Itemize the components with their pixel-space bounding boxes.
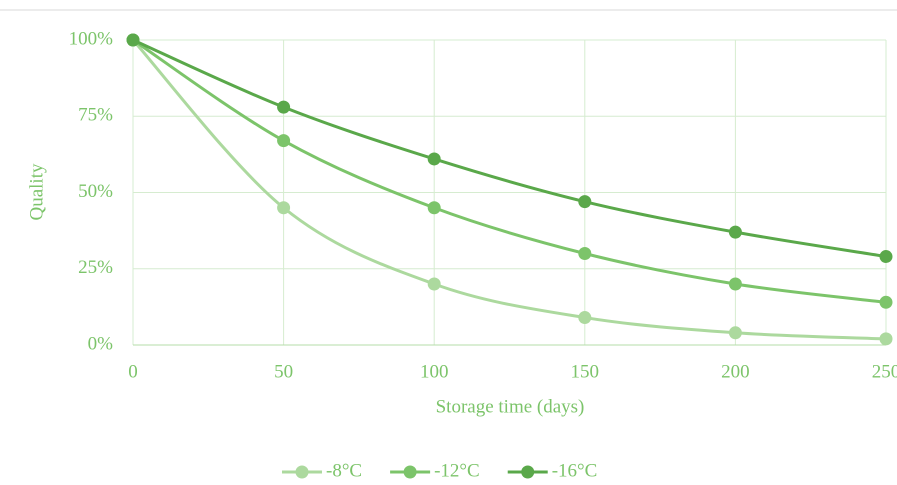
y-tick-label: 0% xyxy=(88,333,114,354)
legend-marker xyxy=(521,466,534,479)
data-point xyxy=(428,278,441,291)
legend-marker xyxy=(404,466,417,479)
x-tick-label: 200 xyxy=(721,361,750,382)
x-tick-label: 0 xyxy=(128,361,138,382)
data-point xyxy=(578,247,591,260)
x-tick-label: 150 xyxy=(571,361,600,382)
data-point xyxy=(880,296,893,309)
data-point xyxy=(277,101,290,114)
y-tick-label: 75% xyxy=(78,105,113,126)
y-tick-label: 50% xyxy=(78,181,113,202)
data-point xyxy=(729,278,742,291)
y-tick-label: 100% xyxy=(69,28,114,49)
legend-label: -16°C xyxy=(552,460,598,481)
data-point xyxy=(277,201,290,214)
data-point xyxy=(729,226,742,239)
legend-label: -12°C xyxy=(434,460,480,481)
x-tick-label: 250 xyxy=(872,361,897,382)
legend-marker xyxy=(296,466,309,479)
data-point xyxy=(428,201,441,214)
x-tick-label: 50 xyxy=(274,361,293,382)
x-tick-label: 100 xyxy=(420,361,449,382)
x-axis-title: Storage time (days) xyxy=(436,396,585,417)
legend-label: -8°C xyxy=(326,460,362,481)
data-point xyxy=(880,332,893,345)
data-point xyxy=(127,34,140,47)
data-point xyxy=(277,134,290,147)
data-point xyxy=(428,152,441,165)
y-axis-title: Quality xyxy=(26,163,47,220)
series-line xyxy=(133,40,886,257)
series-line xyxy=(133,40,886,339)
chart: Quality Storage time (days) 0% 25% 50% 75% 1… xyxy=(0,0,897,485)
data-point xyxy=(578,195,591,208)
data-point xyxy=(729,326,742,339)
data-point xyxy=(880,250,893,263)
data-point xyxy=(578,311,591,324)
y-tick-label: 25% xyxy=(78,257,113,278)
